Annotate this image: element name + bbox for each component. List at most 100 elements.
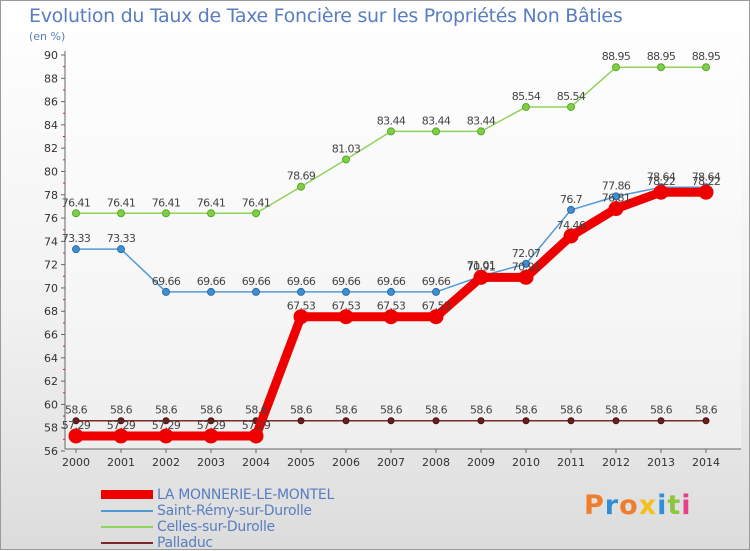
data-point-2 (477, 127, 485, 136)
data-label-3: 58.6 (335, 404, 358, 417)
data-point-0 (428, 309, 444, 325)
data-label-2: 78.69 (287, 170, 316, 183)
data-point-3 (207, 417, 215, 425)
data-label-2: 76.41 (242, 196, 271, 209)
data-point-3 (612, 417, 620, 425)
x-tick-label: 2001 (107, 456, 135, 469)
y-tick-label: 56 (44, 445, 58, 458)
data-label-3: 58.6 (290, 404, 313, 417)
data-point-0 (653, 184, 669, 200)
data-point-0 (113, 428, 129, 444)
x-tick-label: 2002 (152, 456, 180, 469)
y-tick-label: 66 (44, 329, 58, 342)
y-unit-label: (en %) (29, 30, 66, 43)
data-label-0: 57.29 (62, 419, 91, 432)
data-point-3 (522, 417, 530, 425)
data-label-3: 58.6 (650, 404, 673, 417)
logo-letter: i (657, 490, 668, 521)
data-label-2: 85.54 (557, 90, 586, 103)
data-label-3: 58.6 (155, 404, 178, 417)
data-label-3: 58.6 (695, 404, 718, 417)
data-point-3 (477, 417, 485, 425)
data-point-1 (387, 287, 395, 296)
y-tick-label: 58 (44, 422, 58, 435)
y-tick-label: 86 (44, 96, 58, 109)
data-point-0 (608, 201, 624, 217)
y-tick-label: 82 (44, 142, 58, 155)
data-label-1: 71.01 (467, 259, 496, 272)
logo-letter: x (638, 490, 658, 521)
proxiti-logo: Proxiti (584, 490, 692, 521)
data-point-1 (162, 287, 170, 296)
data-point-1 (252, 287, 260, 296)
data-point-0 (518, 269, 534, 285)
data-label-3: 58.6 (515, 404, 538, 417)
data-point-0 (338, 309, 354, 325)
legend-swatch-0 (101, 490, 153, 499)
data-label-2: 83.44 (422, 114, 451, 127)
data-label-0: 57.29 (152, 419, 181, 432)
data-label-3: 58.6 (560, 404, 583, 417)
data-label-2: 83.44 (377, 114, 406, 127)
legend-label-0: LA MONNERIE-LE-MONTEL (157, 487, 334, 503)
data-label-3: 58.6 (380, 404, 403, 417)
data-label-1: 69.66 (332, 275, 361, 288)
y-tick-label: 78 (44, 189, 58, 202)
y-tick-label: 64 (44, 352, 58, 365)
data-point-1 (567, 205, 575, 214)
data-label-2: 76.41 (197, 196, 226, 209)
data-point-1 (207, 287, 215, 296)
x-tick-label: 2011 (557, 456, 585, 469)
data-label-3: 58.6 (605, 404, 628, 417)
data-point-0 (68, 428, 84, 444)
data-label-0: 67.53 (332, 300, 361, 313)
data-label-3: 58.6 (425, 404, 448, 417)
data-label-0: 57.29 (107, 419, 136, 432)
data-label-1: 78.64 (647, 170, 676, 183)
data-point-3 (702, 417, 710, 425)
data-point-1 (297, 287, 305, 296)
x-tick-label: 2004 (242, 456, 270, 469)
y-tick-label: 70 (44, 282, 58, 295)
data-label-3: 58.6 (200, 404, 223, 417)
data-label-0: 76.81 (602, 192, 631, 205)
data-point-2 (207, 209, 215, 218)
data-point-2 (612, 63, 620, 72)
data-point-1 (522, 259, 530, 268)
legend-swatch-3 (101, 542, 153, 544)
data-label-0: 57.29 (242, 419, 271, 432)
data-label-1: 76.7 (560, 193, 583, 206)
data-label-3: 58.6 (110, 404, 133, 417)
data-label-1: 78.64 (692, 170, 721, 183)
x-tick-label: 2005 (287, 456, 315, 469)
data-point-2 (432, 127, 440, 136)
logo-letter: t (667, 490, 682, 521)
data-label-1: 69.66 (197, 275, 226, 288)
data-label-2: 76.41 (107, 196, 136, 209)
data-label-1: 69.66 (242, 275, 271, 288)
data-label-3: 58.6 (245, 404, 268, 417)
data-label-1: 73.33 (107, 232, 136, 245)
chart-title: Evolution du Taux de Taxe Foncière sur l… (29, 5, 623, 27)
data-point-3 (117, 417, 125, 425)
logo-letter: P (584, 490, 605, 521)
data-point-3 (567, 417, 575, 425)
legend-swatch-2 (101, 526, 153, 528)
data-label-0: 67.53 (422, 300, 451, 313)
logo-letter: o (619, 490, 639, 521)
logo-letter: r (604, 490, 620, 521)
data-point-0 (293, 309, 309, 325)
data-label-3: 58.6 (470, 404, 493, 417)
data-point-1 (72, 245, 80, 254)
data-point-1 (342, 287, 350, 296)
y-tick-label: 90 (44, 49, 58, 62)
data-point-2 (522, 102, 530, 111)
data-label-2: 85.54 (512, 90, 541, 103)
data-label-1: 73.33 (62, 232, 91, 245)
x-tick-label: 2013 (647, 456, 675, 469)
data-label-2: 76.41 (62, 196, 91, 209)
data-label-3: 58.6 (65, 404, 88, 417)
data-point-3 (432, 417, 440, 425)
x-tick-label: 2014 (692, 456, 720, 469)
data-point-3 (342, 417, 350, 425)
